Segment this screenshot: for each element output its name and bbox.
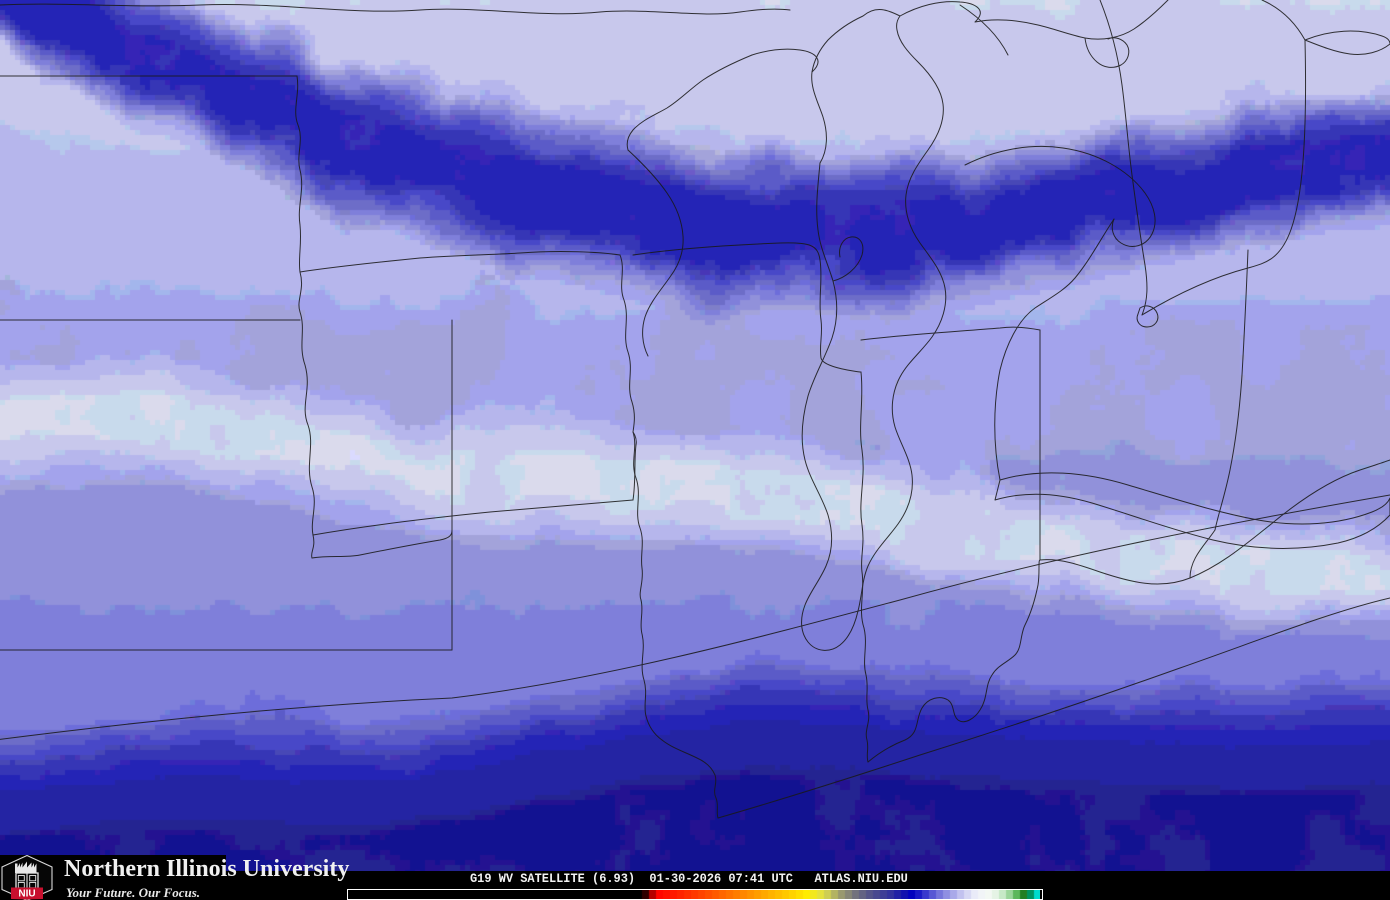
svg-text:NIU: NIU: [18, 889, 35, 900]
